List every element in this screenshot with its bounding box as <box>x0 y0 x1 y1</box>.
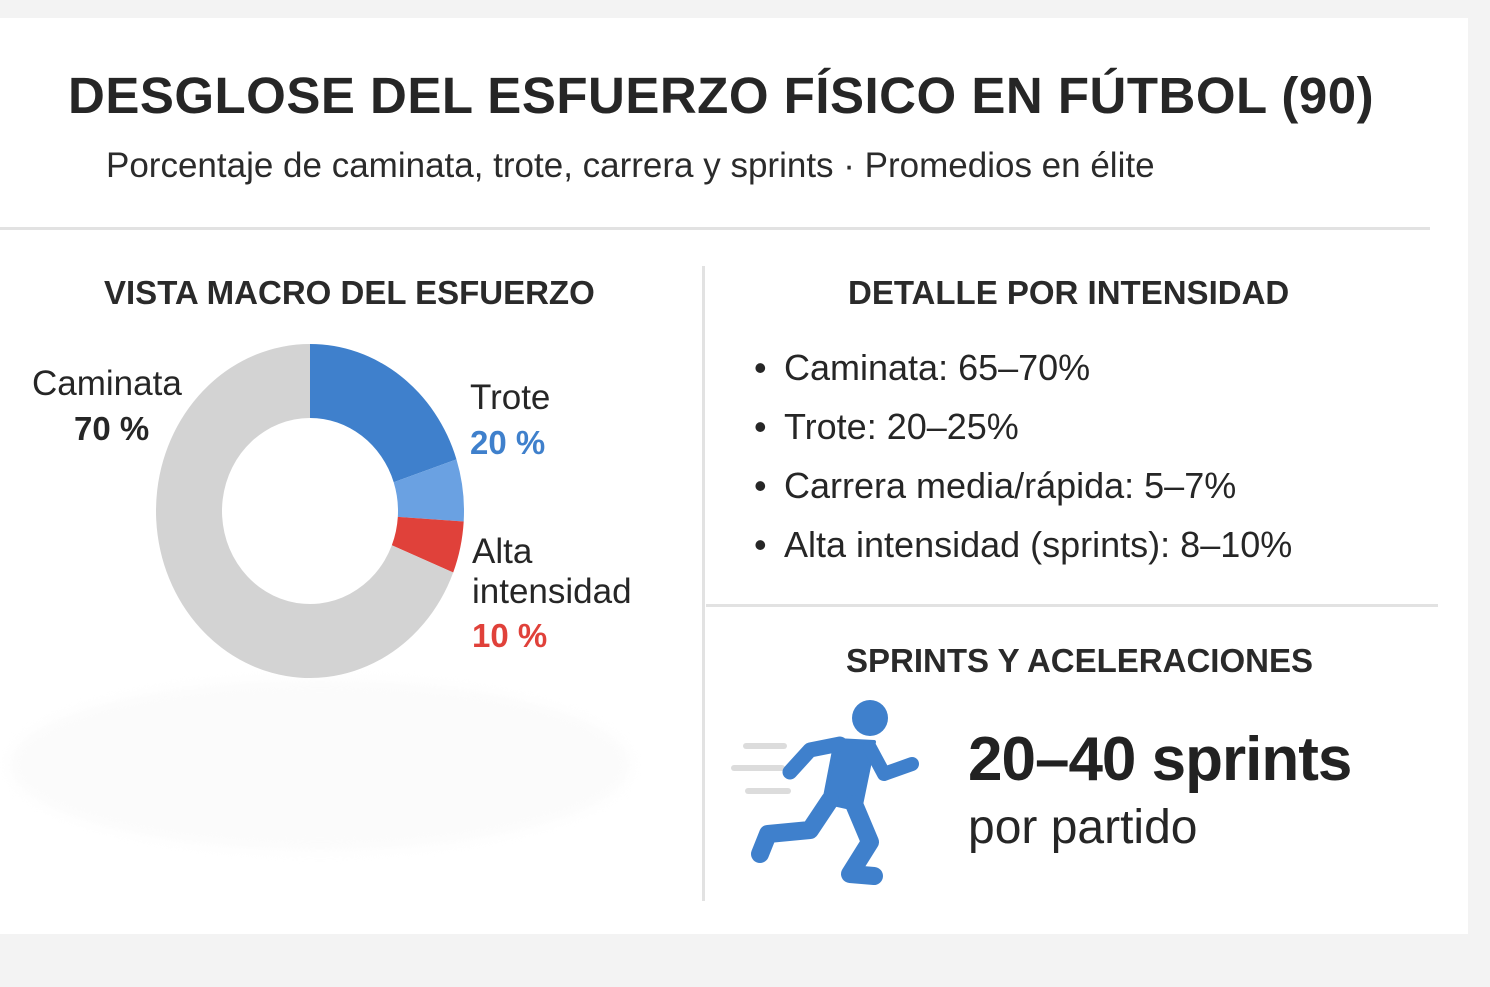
panel-divider-horizontal <box>706 604 1438 607</box>
runner-icon <box>731 700 919 885</box>
sprints-count: 20–40 sprints <box>968 725 1352 794</box>
list-item: • Trote: 20–25% <box>754 406 1019 447</box>
list-item: • Caminata: 65–70% <box>754 347 1091 388</box>
bullet-icon: • <box>754 465 767 506</box>
page-subtitle: Porcentaje de caminata, trote, carrera y… <box>106 146 1155 185</box>
list-item: • Alta intensidad (sprints): 8–10% <box>754 524 1293 565</box>
trote-label: Trote <box>470 378 551 417</box>
trote-percent: 20 % <box>470 424 546 461</box>
donut-slice-carrera-media-rápida <box>393 459 465 522</box>
alta-intensidad-label-line2: intensidad <box>472 572 632 611</box>
caminata-label: Caminata <box>32 364 182 403</box>
panel-divider-vertical <box>702 266 705 901</box>
header-divider <box>0 227 1430 230</box>
donut-slice-trote <box>310 344 457 483</box>
donut-slice-alta-intensidad <box>391 516 464 573</box>
intensity-list: • Caminata: 65–70% • Trote: 20–25% • Carrer… <box>754 346 1292 582</box>
alta-intensidad-percent: 10 % <box>472 617 548 654</box>
bullet-icon: • <box>754 347 767 388</box>
sprints-unit: por partido <box>968 801 1198 854</box>
bullet-icon: • <box>754 406 767 447</box>
bullet-icon: • <box>754 524 767 565</box>
detail-section-title: DETALLE POR INTENSIDAD <box>848 274 1290 311</box>
donut-slice-caminata <box>156 344 454 678</box>
list-item: • Carrera media/rápida: 5–7% <box>754 465 1237 506</box>
alta-intensidad-label-line1: Alta <box>472 532 533 571</box>
macro-section-title: VISTA MACRO DEL ESFUERZO <box>104 274 595 311</box>
page-title: DESGLOSE DEL ESFUERZO FÍSICO EN FÚTBOL (… <box>68 67 1375 124</box>
caminata-percent: 70 % <box>74 410 150 447</box>
background-smudge <box>10 680 630 850</box>
sprints-section-title: SPRINTS Y ACELERACIONES <box>846 642 1313 679</box>
donut-chart <box>156 344 465 678</box>
